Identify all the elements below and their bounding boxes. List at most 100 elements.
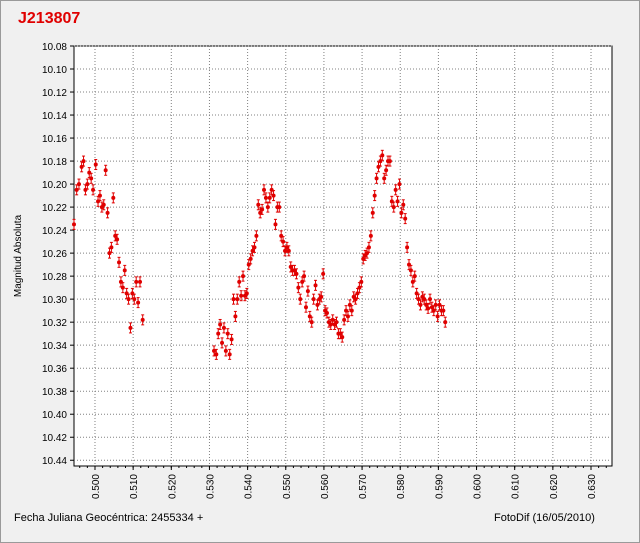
point-marker <box>76 182 81 187</box>
x-tick-label: 0.630 <box>587 474 598 499</box>
x-tick-label: 0.620 <box>549 474 560 499</box>
point-marker <box>221 325 226 330</box>
data-point <box>124 287 129 299</box>
data-point <box>246 259 251 271</box>
y-tick-label: 10.44 <box>42 456 67 467</box>
data-point <box>391 201 396 213</box>
x-tick-label: 0.540 <box>244 474 255 499</box>
point-marker <box>395 199 400 204</box>
point-marker <box>324 310 329 315</box>
point-marker <box>286 248 291 253</box>
data-point <box>223 345 228 357</box>
point-marker <box>269 187 274 192</box>
point-marker <box>382 176 387 181</box>
data-point <box>138 276 143 288</box>
point-marker <box>283 248 288 253</box>
point-marker <box>361 256 366 261</box>
x-tick-label: 0.560 <box>320 474 331 499</box>
data-point <box>214 348 219 360</box>
x-axis-ticks: 0.500 0.510 0.520 0.530 0.540 0.550 0.560 0.570… <box>79 466 607 499</box>
point-marker <box>97 193 102 198</box>
x-tick-label: 0.600 <box>473 474 484 499</box>
data-point <box>321 268 326 280</box>
point-marker <box>126 297 131 302</box>
data-point <box>85 178 90 190</box>
point-marker <box>376 164 381 169</box>
point-marker <box>347 302 352 307</box>
point-marker <box>334 320 339 325</box>
point-marker <box>128 325 133 330</box>
data-point <box>267 192 272 204</box>
point-marker <box>85 182 90 187</box>
data-point <box>101 199 106 211</box>
point-marker <box>265 205 270 210</box>
x-tick-label: 0.580 <box>396 474 407 499</box>
point-marker <box>370 210 375 215</box>
data-point <box>332 318 337 330</box>
data-point <box>231 293 236 305</box>
point-marker <box>117 260 122 265</box>
point-marker <box>218 322 223 327</box>
data-point <box>368 230 373 242</box>
point-marker <box>410 279 415 284</box>
data-point <box>309 316 314 328</box>
point-marker <box>407 262 412 267</box>
point-marker <box>426 306 431 311</box>
point-marker <box>239 293 244 298</box>
data-point <box>380 149 385 161</box>
x-tick-label: 0.520 <box>167 474 178 499</box>
data-points <box>72 149 448 360</box>
y-tick-label: 10.18 <box>42 157 67 168</box>
point-marker <box>330 317 335 322</box>
data-point <box>298 293 303 305</box>
point-marker <box>408 268 413 273</box>
software-credit: FotoDif (16/05/2010) <box>494 512 595 524</box>
x-tick-label: 0.590 <box>434 474 445 499</box>
point-marker <box>313 283 318 288</box>
point-marker <box>136 300 141 305</box>
data-point <box>218 318 223 330</box>
data-point <box>294 268 299 280</box>
point-marker <box>403 216 408 221</box>
point-marker <box>256 202 261 207</box>
point-marker <box>134 279 139 284</box>
y-tick-label: 10.08 <box>42 42 67 53</box>
data-point <box>128 322 133 334</box>
point-marker <box>353 297 358 302</box>
data-point <box>122 264 127 276</box>
data-point <box>252 241 257 253</box>
point-marker <box>105 210 110 215</box>
data-point <box>370 207 375 219</box>
data-point <box>109 241 114 253</box>
point-marker <box>303 305 308 310</box>
point-marker <box>260 207 265 212</box>
data-point <box>105 207 110 219</box>
point-marker <box>441 308 446 313</box>
point-marker <box>311 297 316 302</box>
data-point <box>132 293 137 305</box>
point-marker <box>124 291 129 296</box>
point-marker <box>216 331 221 336</box>
point-marker <box>244 291 249 296</box>
point-marker <box>254 233 259 238</box>
data-point <box>229 333 234 345</box>
y-tick-label: 10.22 <box>42 203 67 214</box>
data-point <box>324 307 329 319</box>
point-marker <box>309 320 314 325</box>
data-point <box>403 213 408 225</box>
point-marker <box>443 320 448 325</box>
point-marker <box>307 314 312 319</box>
point-marker <box>372 193 377 198</box>
point-marker <box>132 297 137 302</box>
data-point <box>420 291 425 303</box>
point-marker <box>271 193 276 198</box>
point-marker <box>120 285 125 290</box>
point-marker <box>374 176 379 181</box>
x-tick-label: 0.610 <box>511 474 522 499</box>
y-tick-label: 10.28 <box>42 272 67 283</box>
point-marker <box>81 159 86 164</box>
point-marker <box>378 159 383 164</box>
y-tick-label: 10.12 <box>42 88 67 99</box>
data-point <box>305 285 310 297</box>
point-marker <box>344 308 349 313</box>
